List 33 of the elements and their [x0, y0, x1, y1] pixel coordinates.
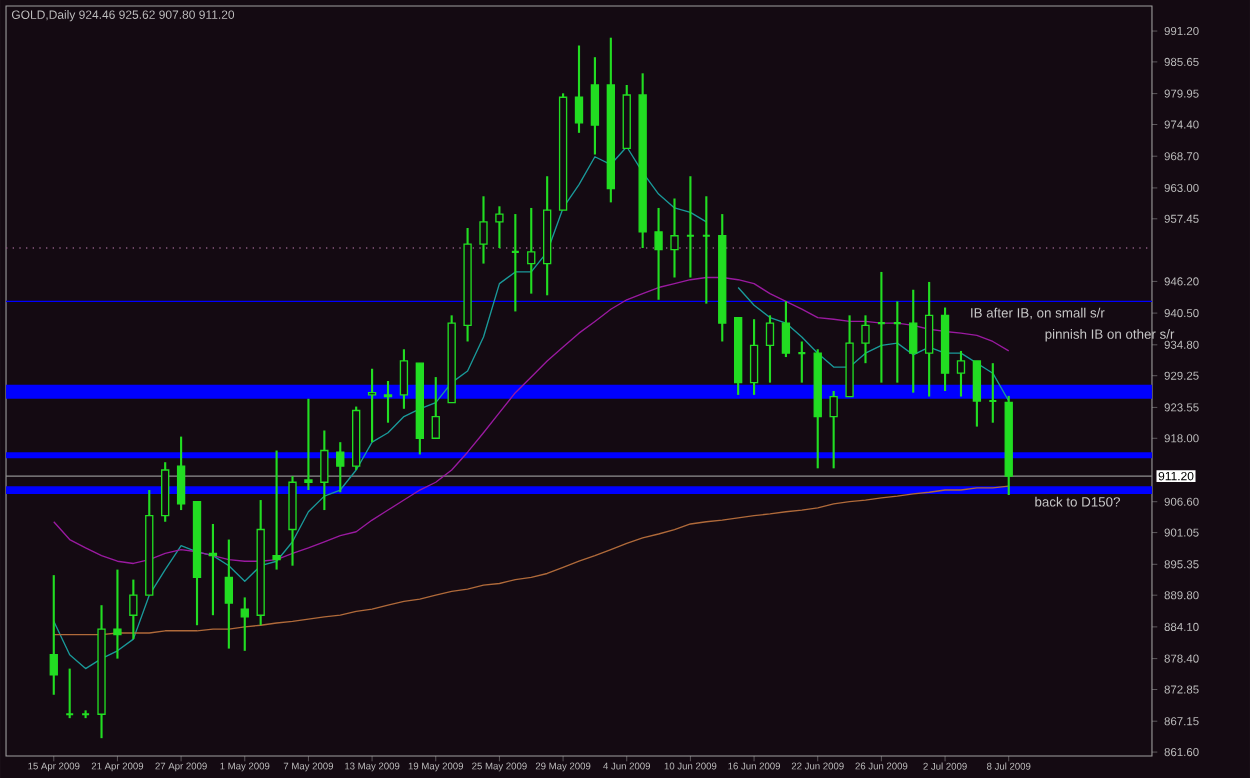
- candlestick: [749, 318, 759, 396]
- candlestick: [829, 389, 838, 470]
- candlestick: [367, 367, 377, 444]
- candlestick: [161, 461, 170, 523]
- candlestick: [240, 596, 249, 652]
- candlestick: [495, 205, 504, 250]
- candlestick: [590, 56, 600, 156]
- candlestick: [924, 280, 934, 398]
- candlestick: [336, 441, 345, 494]
- candlestick: [527, 206, 536, 295]
- candlestick: [129, 578, 138, 641]
- candlestick: [781, 300, 791, 359]
- candlestick: [304, 397, 313, 492]
- candlestick: [113, 568, 122, 660]
- line-series: [53, 276, 1010, 565]
- candlestick: [861, 314, 870, 365]
- candlestick: [288, 475, 297, 567]
- candlestick: [272, 449, 281, 571]
- candlestick: [320, 429, 329, 512]
- candlestick: [176, 435, 186, 512]
- candlestick: [399, 348, 409, 410]
- candlestick: [49, 574, 58, 696]
- candlestick: [574, 44, 584, 134]
- candlestick: [431, 376, 440, 440]
- candlestick: [909, 288, 918, 394]
- candlestick: [383, 379, 393, 424]
- candlestick: [224, 538, 234, 650]
- candlestick: [479, 195, 488, 265]
- candlestick: [765, 314, 775, 384]
- candlestick: [956, 349, 966, 398]
- candlestick: [654, 206, 663, 301]
- candlestick: [972, 359, 982, 428]
- candlestick: [670, 197, 679, 279]
